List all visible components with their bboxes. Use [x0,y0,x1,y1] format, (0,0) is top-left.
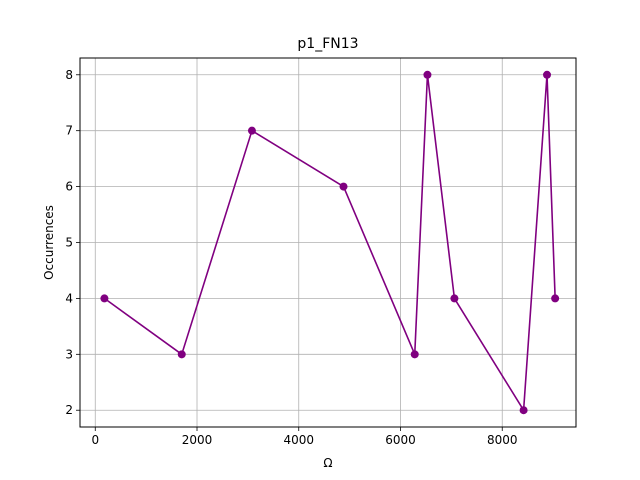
y-axis-label: Occurrences [42,205,56,280]
y-tick-label: 4 [65,291,73,305]
data-point [551,294,560,303]
y-tick-label: 6 [65,180,73,194]
data-point [410,350,419,359]
y-tick-label: 8 [65,68,73,82]
data-point [177,350,186,359]
x-tick-label: 8000 [487,433,518,447]
series-line [103,73,556,412]
data-point [519,406,528,415]
y-tick-label: 5 [65,236,73,250]
y-axis-ticks: 2 3 4 5 6 7 8 [65,68,80,417]
x-tick-label: 0 [91,433,99,447]
data-point [543,70,552,79]
x-axis-label: Ω [323,456,332,470]
x-tick-label: 2000 [182,433,213,447]
y-tick-label: 7 [65,124,73,138]
data-point [100,294,109,303]
data-point [339,182,348,191]
x-axis-ticks: 0 2000 4000 6000 8000 [91,427,518,447]
x-tick-label: 4000 [283,433,314,447]
chart-title: p1_FN13 [297,36,358,52]
data-point [450,294,459,303]
y-tick-label: 3 [65,347,73,361]
series-layer [100,70,560,415]
x-tick-label: 6000 [385,433,416,447]
grid-lines [80,58,576,427]
y-tick-label: 2 [65,403,73,417]
data-point [423,70,432,79]
data-point [247,126,256,135]
